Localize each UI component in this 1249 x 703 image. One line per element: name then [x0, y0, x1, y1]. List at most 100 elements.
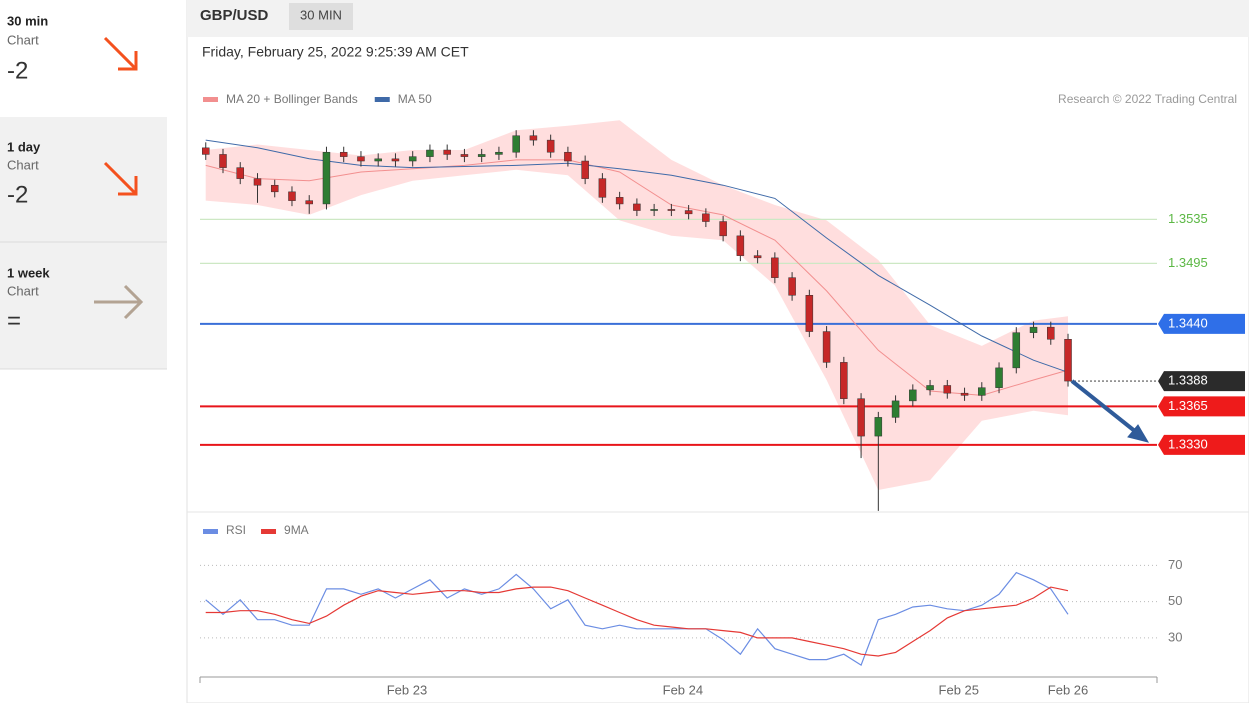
candle-body: [978, 387, 986, 396]
candle-body: [702, 213, 710, 222]
candle-body: [581, 160, 589, 179]
candle-body: [1064, 339, 1072, 382]
legend-label: 9MA: [284, 523, 309, 537]
legend-label: MA 50: [398, 92, 432, 106]
timeframe: 30 MIN: [300, 7, 342, 22]
price-chart: 1.3535 1.3495 1.3440 1.3388 1.3365 1.3330 MA 2…: [200, 92, 1245, 511]
candle-body: [822, 331, 831, 363]
candle-body: [840, 362, 848, 399]
candle-body: [943, 385, 952, 394]
legend-swatch: [203, 97, 218, 102]
x-tick-label: Feb 26: [1048, 682, 1088, 697]
legend-label: MA 20 + Bollinger Bands: [226, 92, 358, 106]
legend-label: RSI: [226, 523, 246, 537]
candle-body: [236, 167, 244, 179]
candle-body: [408, 156, 417, 162]
series-line: [205, 571, 1069, 666]
card-bg: [0, 117, 167, 242]
level-label: 1.3440: [1168, 315, 1208, 330]
candle-body: [805, 295, 814, 332]
candle-body: [615, 197, 624, 205]
candle-body: [995, 367, 1003, 388]
candle-body: [736, 235, 745, 256]
level-tag: [1158, 434, 1245, 455]
candle-body: [477, 154, 486, 157]
card-label: Chart: [7, 157, 39, 172]
legend-swatch: [203, 529, 218, 534]
candle-body: [460, 154, 469, 157]
candle-body: [253, 178, 262, 186]
candle-body: [374, 158, 382, 162]
period: 1 week: [7, 265, 50, 280]
card[interactable]: 1 day Chart -2: [7, 139, 138, 208]
bollinger-band: [205, 120, 1068, 491]
candle-body: [1012, 332, 1021, 369]
x-tick-label: Feb 23: [387, 682, 427, 697]
level-label: 1.3495: [1168, 255, 1208, 270]
x-tick-label: Feb 25: [939, 682, 979, 697]
card-bg: [0, 242, 167, 369]
candle-body: [598, 178, 607, 198]
arrow-icon: [103, 161, 138, 196]
score: -2: [7, 57, 28, 84]
candle-body: [753, 255, 762, 259]
period: 30 min: [7, 13, 48, 28]
level-label: 1.3535: [1168, 211, 1208, 226]
candle-body: [357, 156, 365, 162]
candle-body: [201, 147, 210, 155]
candle-body: [322, 151, 331, 205]
candle-body: [771, 257, 779, 278]
rsi-chart: 30 50 70 Feb 23 Feb 24 Feb 25 Feb 26 RSI 9MA: [199, 523, 1182, 697]
card-bg: [0, 0, 167, 117]
candle-body: [633, 203, 641, 211]
candle-body: [564, 151, 572, 162]
level-tag: [1158, 396, 1245, 417]
x-tick-label: Feb 24: [663, 682, 703, 697]
y-tick-label: 50: [1168, 593, 1182, 608]
candle-body: [926, 385, 934, 391]
candle-body: [874, 417, 883, 437]
candle-body: [495, 151, 503, 155]
ma-line: [205, 139, 1069, 373]
candle-body: [909, 389, 917, 402]
candle-body: [443, 149, 451, 155]
y-tick-label: 70: [1168, 557, 1182, 572]
candle-body: [1047, 326, 1055, 340]
candle-body: [391, 158, 400, 162]
candle-body: [426, 149, 434, 157]
level-label: 1.3365: [1168, 398, 1208, 413]
candle-body: [546, 139, 555, 153]
level-label: 1.3388: [1168, 373, 1208, 388]
level-label: 1.3330: [1168, 436, 1208, 451]
card[interactable]: 1 week Chart =: [7, 265, 144, 334]
candle-body: [891, 400, 900, 418]
series-line: [205, 586, 1069, 657]
candle-body: [960, 392, 969, 396]
candle-body: [684, 210, 693, 215]
symbol: GBP/USD: [200, 7, 269, 24]
panel: [186, 0, 1249, 703]
ma-line: [205, 159, 1069, 396]
score: =: [7, 307, 21, 334]
timestamp: Friday, February 25, 2022 9:25:39 AM CET: [202, 44, 469, 60]
candle-body: [529, 135, 538, 141]
arrow-icon: [94, 284, 144, 320]
level-tag: [1158, 313, 1245, 334]
candle-body: [719, 221, 727, 237]
candle-body: [305, 200, 313, 205]
projection-arrow: [1070, 379, 1150, 443]
y-tick-label: 30: [1168, 629, 1182, 644]
card[interactable]: 30 min Chart -2: [7, 13, 138, 84]
candle-body: [219, 154, 227, 168]
arrow-icon: [103, 36, 138, 71]
level-tag: [1158, 371, 1245, 392]
timeframe-bg[interactable]: [289, 3, 353, 30]
candle-body: [512, 135, 520, 153]
candle-body: [650, 209, 658, 211]
card-label: Chart: [7, 32, 39, 47]
candle-body: [288, 191, 296, 201]
candle-body: [339, 151, 348, 157]
candle-body: [857, 398, 865, 437]
